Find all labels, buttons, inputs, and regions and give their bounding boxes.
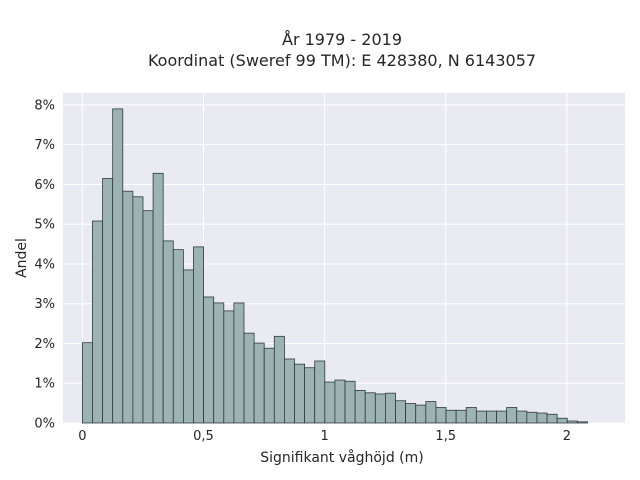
histogram-bar [566,420,578,424]
histogram-bar [354,389,366,424]
histogram-bar [243,332,255,424]
histogram-bar [425,401,437,424]
histogram-bar [81,342,93,424]
histogram-bar [465,407,477,424]
y-tick-label: 0% [34,417,55,432]
histogram-bar [374,393,386,424]
histogram-bar [445,409,457,424]
chart-title-line-2: Koordinat (Sweref 99 TM): E 428380, N 61… [148,51,536,70]
y-tick-label: 6% [34,178,55,193]
histogram-bar [516,410,528,424]
histogram-bar [253,342,265,424]
histogram-bar [304,367,316,424]
histogram-bar [475,410,487,424]
x-tick-label: 0 [78,429,86,444]
histogram-bar [455,409,467,424]
histogram-bar [536,412,548,424]
x-tick-labels: 0 0,5 1 1,5 2 [78,429,571,444]
x-tick-label: 1,5 [435,429,456,444]
histogram-bar [395,400,407,424]
histogram-bar [435,407,447,424]
histogram-bar [294,363,306,424]
histogram-bar [142,210,154,424]
y-tick-label: 5% [34,218,55,233]
histogram-bar [364,392,376,424]
histogram-bar [546,413,558,424]
y-tick-label: 2% [34,337,55,352]
histogram-bar [112,108,124,424]
x-tick-label: 1 [320,429,328,444]
histogram-bar [314,360,326,424]
histogram-bar [324,381,336,424]
histogram-bar [526,411,538,424]
histogram-bar [92,220,103,424]
histogram-bar [284,358,295,424]
y-tick-label: 7% [34,138,55,153]
y-tick-label: 4% [34,257,55,272]
histogram-bar [486,410,497,424]
histogram-bar [203,296,215,424]
histogram-bar [223,310,235,424]
histogram-bar [122,190,134,424]
histogram-bar [415,404,427,424]
histogram-bar [182,269,194,424]
histogram-bar [152,172,164,424]
histogram-bar [132,196,144,424]
histogram-bar [556,417,568,424]
chart-title-line-1: År 1979 - 2019 [282,30,402,49]
histogram-bar [506,407,518,424]
x-axis-label: Signifikant våghöjd (m) [260,449,423,466]
histogram-bar [172,249,184,424]
histogram-bar [334,379,346,424]
histogram-bar [102,178,114,424]
histogram-bar [162,240,174,424]
histogram-bar [193,246,204,424]
histogram-bar [263,347,275,424]
histogram-bar [496,410,508,424]
y-axis-label: Andel [14,238,30,278]
y-tick-label: 8% [34,98,55,113]
x-tick-label: 0,5 [193,429,214,444]
histogram-bar [576,421,588,424]
histogram-bar [213,302,225,424]
y-tick-label: 1% [34,377,55,392]
y-tick-labels: 0% 1% 2% 3% 4% 5% 6% 7% 8% [34,98,55,431]
histogram-bar [405,403,417,424]
histogram-bar [233,302,245,424]
x-tick-label: 2 [563,429,571,444]
histogram-bar [385,392,396,424]
histogram-bars [81,108,588,424]
histogram-bar [273,335,285,424]
y-tick-label: 3% [34,297,55,312]
histogram-bar [344,380,356,424]
